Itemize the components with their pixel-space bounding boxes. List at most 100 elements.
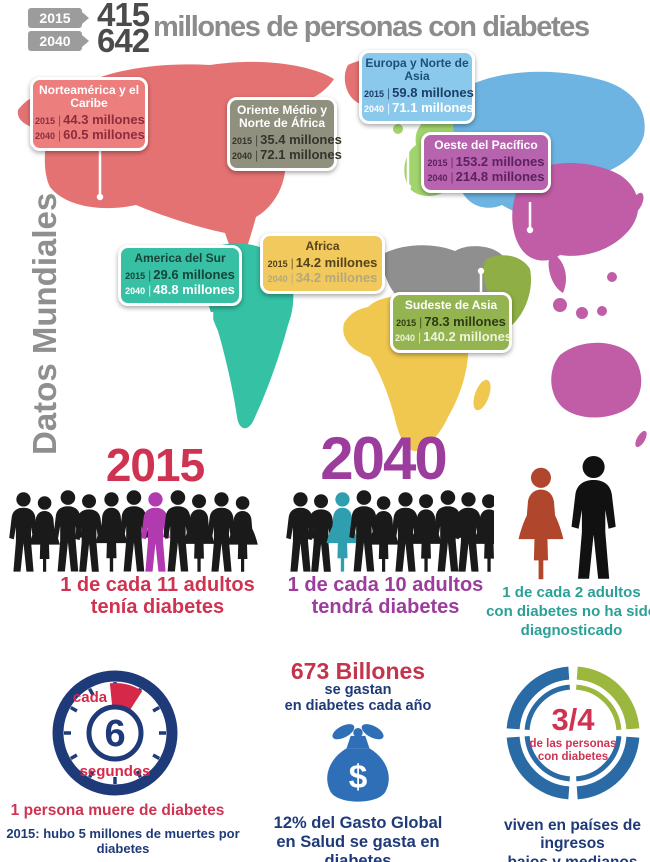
region-title: Europa y Norte de Asia bbox=[365, 56, 469, 83]
year-tag-2040: 2040 bbox=[28, 31, 89, 51]
region-value: 71.1 millones bbox=[392, 99, 474, 115]
map-madagascar bbox=[473, 379, 491, 411]
clock-label-cada: cada bbox=[73, 689, 108, 706]
fraction-value: 3/4 bbox=[551, 702, 595, 737]
people-row-2040 bbox=[286, 490, 494, 572]
year-tag-2015: 2015 bbox=[28, 8, 89, 28]
caption-undiagnosed-line2: con diabetes no ha sido bbox=[486, 602, 650, 620]
clock-label-segundos: segundos bbox=[80, 763, 151, 780]
caption-2015: 1 de cada 11 adultos tenía diabetes bbox=[35, 574, 280, 618]
map-new-zealand bbox=[635, 430, 647, 448]
region-title: America del Sur bbox=[134, 251, 226, 265]
map-region-middle-east-north-africa bbox=[383, 245, 508, 307]
donut-green-quarter bbox=[575, 666, 639, 730]
people-row-2015 bbox=[9, 490, 258, 572]
spending-line1: se gastan bbox=[324, 682, 392, 698]
callout-norteamerica-caribe: Norteamérica y el Caribe 2015 | 44.3 millo… bbox=[30, 77, 148, 151]
callout-europa-norte-asia: Europa y Norte de Asia 2015 | 59.8 millone… bbox=[359, 50, 475, 124]
map-indonesia bbox=[553, 298, 567, 312]
spending-caption-line2: en Salud se gasta en diabetes bbox=[276, 832, 440, 862]
fraction-caption: viven en países de ingresos bajos y medi… bbox=[480, 817, 650, 862]
region-title: Africa bbox=[305, 239, 340, 253]
fraction-label-line1: de las personas bbox=[529, 738, 616, 750]
region-title: Oeste del Pacífico bbox=[434, 138, 538, 152]
separator: | bbox=[419, 314, 423, 329]
separator: | bbox=[148, 282, 152, 297]
region-value: 140.2 millones bbox=[423, 328, 513, 344]
region-year: 2015 bbox=[35, 115, 56, 126]
clock-icon: cada 6 segundos bbox=[52, 670, 178, 796]
spending-block: 673 Billones se gastan en diabetes cada … bbox=[262, 660, 454, 862]
region-value: 29.6 millones bbox=[153, 266, 235, 282]
separator: | bbox=[450, 169, 454, 184]
region-value: 153.2 millones bbox=[455, 153, 545, 169]
separator: | bbox=[290, 255, 294, 270]
caption-2040: 1 de cada 10 adultos tendrá diabetes bbox=[268, 574, 503, 618]
caption-2015-line1: 1 de cada 11 adultos bbox=[60, 574, 255, 596]
separator: | bbox=[255, 147, 259, 162]
map-philippines bbox=[607, 272, 617, 282]
fraction-block: 3/4 de las personas con diabetes viven e… bbox=[480, 658, 650, 862]
header-year-tags: 2015 2040 bbox=[28, 8, 89, 54]
region-value: 72.1 millones bbox=[260, 146, 342, 162]
region-year: 2040 bbox=[125, 285, 146, 296]
spending-line2: en diabetes cada año bbox=[284, 697, 432, 714]
region-year: 2015 bbox=[396, 317, 417, 328]
clock-caption: 1 persona muere de diabetes bbox=[10, 802, 225, 819]
woman-figure bbox=[518, 467, 564, 580]
caption-2040-line2: tendrá diabetes bbox=[311, 595, 460, 618]
stat-title-2040: 2040 bbox=[320, 425, 447, 492]
callout-oeste-pacifico: Oeste del Pacífico 2015 | 153.2 millones 2… bbox=[421, 132, 551, 193]
caption-2040-line1: 1 de cada 10 adultos bbox=[287, 574, 484, 596]
region-value: 78.3 millones bbox=[424, 313, 506, 329]
separator: | bbox=[255, 132, 259, 147]
stat-title-2015: 2015 bbox=[105, 439, 205, 491]
map-british-isles bbox=[393, 124, 403, 134]
caption-undiagnosed-line3: diagnosticado bbox=[520, 621, 623, 639]
region-title: Oriente Médio y Norte de África bbox=[236, 103, 328, 130]
clock-wedge bbox=[109, 683, 143, 712]
fraction-caption-line1: viven en países de ingresos bbox=[504, 817, 641, 853]
callout-oriente-medio: Oriente Médio y Norte de África 2015 | 35.… bbox=[227, 97, 342, 171]
region-year: 2040 bbox=[427, 172, 448, 183]
separator: | bbox=[387, 100, 391, 115]
region-value: 35.4 millones bbox=[260, 131, 342, 147]
region-year: 2015 bbox=[427, 157, 448, 168]
separator: | bbox=[450, 154, 454, 169]
spending-caption-line1: 12% del Gasto Global bbox=[273, 813, 443, 832]
region-value: 34.2 millones bbox=[295, 269, 378, 285]
dollar-sign: $ bbox=[349, 759, 368, 796]
callout-sudeste-asia: Sudeste de Asia 2015 | 78.3 millones 2040 |… bbox=[390, 292, 512, 353]
caption-2015-line2: tenía diabetes bbox=[90, 595, 225, 618]
spending-amount: 673 Billones bbox=[290, 658, 426, 684]
undiagnosed-pair-figures bbox=[518, 455, 616, 580]
separator: | bbox=[418, 329, 422, 344]
separator: | bbox=[148, 267, 152, 282]
total-2040: 642 bbox=[97, 22, 150, 59]
caption-undiagnosed-line1: 1 de cada 2 adultos bbox=[502, 584, 641, 601]
map-japan bbox=[630, 192, 644, 214]
separator: | bbox=[290, 270, 294, 285]
caption-undiagnosed: 1 de cada 2 adultos con diabetes no ha s… bbox=[484, 584, 650, 640]
fraction-caption-line2: bajos y medianos bbox=[480, 854, 650, 862]
region-year: 2015 bbox=[232, 135, 253, 146]
region-year: 2015 bbox=[267, 258, 288, 269]
page-title: millones de personas con diabetes bbox=[153, 11, 590, 43]
separator: | bbox=[387, 85, 391, 100]
region-title: Norteamérica y el Caribe bbox=[38, 83, 140, 110]
man-figure bbox=[571, 455, 616, 579]
region-value: 214.8 millones bbox=[455, 168, 545, 184]
map-region-australia bbox=[551, 342, 642, 418]
money-bag-icon: $ bbox=[327, 723, 389, 802]
separator: | bbox=[58, 112, 62, 127]
map-indonesia bbox=[576, 307, 588, 319]
callout-africa: Africa 2015 | 14.2 millones 2040 | 34.2 mill… bbox=[260, 233, 385, 294]
region-value: 59.8 millones bbox=[392, 84, 474, 100]
region-title: Sudeste de Asia bbox=[404, 298, 498, 312]
total-2015: 415 bbox=[97, 0, 150, 33]
region-year: 2015 bbox=[364, 88, 385, 99]
callout-america-del-sur: America del Sur 2015 | 29.6 millones 2040 |… bbox=[118, 245, 242, 306]
header-totals: 415 642 bbox=[97, 0, 150, 59]
separator: | bbox=[58, 127, 62, 142]
